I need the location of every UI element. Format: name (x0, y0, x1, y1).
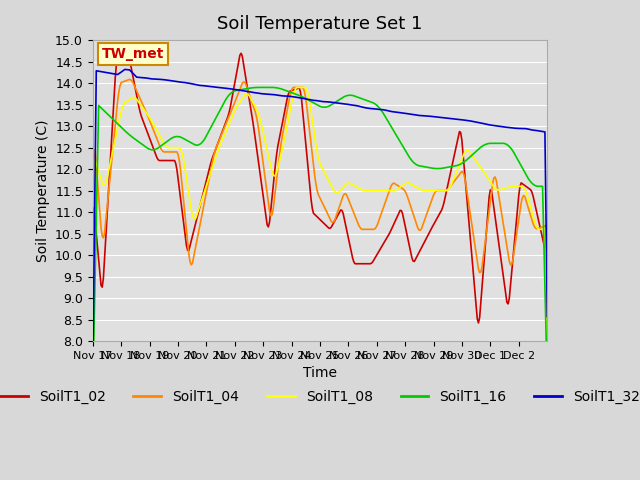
Text: TW_met: TW_met (102, 47, 164, 61)
Title: Soil Temperature Set 1: Soil Temperature Set 1 (218, 15, 422, 33)
Y-axis label: Soil Temperature (C): Soil Temperature (C) (36, 120, 49, 262)
Legend: SoilT1_02, SoilT1_04, SoilT1_08, SoilT1_16, SoilT1_32: SoilT1_02, SoilT1_04, SoilT1_08, SoilT1_… (0, 384, 640, 409)
X-axis label: Time: Time (303, 366, 337, 381)
